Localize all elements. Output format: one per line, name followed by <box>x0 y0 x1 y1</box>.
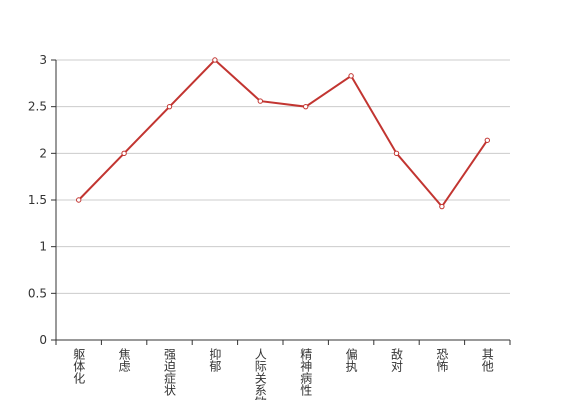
y-tick-label: 3 <box>39 53 47 67</box>
x-tick-label: 抑郁 <box>208 347 222 373</box>
y-tick-label: 1 <box>39 240 47 254</box>
x-tick-label: 人际关系敏感 <box>253 348 267 400</box>
x-tick-label: 强迫症状 <box>163 348 177 396</box>
point <box>257 98 263 104</box>
x-tick-label: 躯体化 <box>72 347 86 385</box>
point <box>212 57 218 63</box>
x-tick-label: 敌对 <box>390 347 404 372</box>
line <box>77 58 489 209</box>
x-tick-label: 其他 <box>480 348 494 372</box>
y-tick-label: 2 <box>39 146 47 160</box>
y-tick-label: 0.5 <box>28 286 47 300</box>
point <box>484 137 490 143</box>
x-tick-label: 精神病性 <box>299 348 313 397</box>
point <box>303 103 309 110</box>
point <box>393 150 400 157</box>
point <box>121 150 127 157</box>
y-tick-label: 0 <box>39 333 47 347</box>
y-tick-label: 2.5 <box>28 100 47 114</box>
point <box>166 103 173 110</box>
point <box>76 197 82 203</box>
x-tick-label: 恐怖 <box>435 348 449 372</box>
point <box>439 203 445 210</box>
y-tick-label: 1.5 <box>28 193 47 207</box>
point <box>348 73 354 79</box>
x-tick-label: 焦虑 <box>117 348 131 372</box>
x-tick-label: 偏执 <box>344 347 358 373</box>
